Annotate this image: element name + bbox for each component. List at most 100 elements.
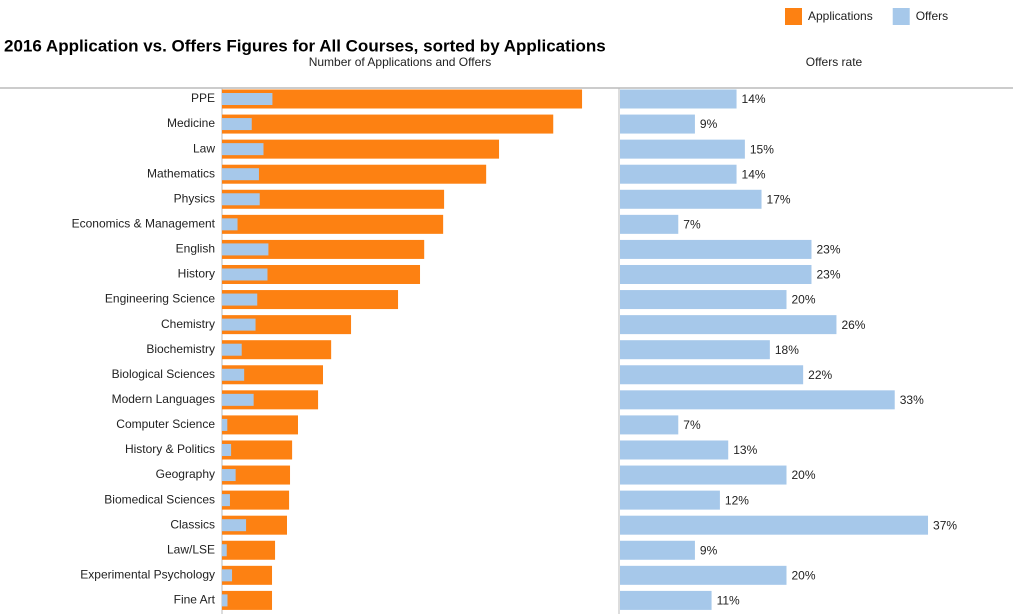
offers-bar [222, 469, 236, 482]
offers-bar [222, 594, 228, 607]
value-label: 12% [725, 493, 749, 507]
rate-bar [620, 264, 812, 284]
rate-bar [620, 114, 695, 134]
applications-bar [222, 189, 445, 209]
applications-bar [222, 114, 554, 134]
legend-label: Offers [916, 9, 948, 23]
y-tick-label: Geography [156, 467, 215, 481]
rate-bar [620, 340, 770, 360]
rate-bar [620, 365, 804, 385]
value-label: 14% [742, 92, 766, 106]
applications-bar [222, 415, 298, 435]
value-label: 7% [683, 418, 701, 432]
rate-bar [620, 189, 762, 209]
offers-bar [222, 569, 233, 582]
rate-bar [620, 465, 787, 485]
offers-bar [222, 343, 242, 356]
value-label: 20% [792, 468, 816, 482]
offers-bar [222, 368, 245, 381]
value-label: 17% [767, 192, 791, 206]
value-label: 33% [900, 393, 924, 407]
offers-bar [222, 93, 273, 105]
y-tick-label: Engineering Science [105, 292, 215, 306]
y-tick-label: Classics [170, 517, 215, 531]
rate-bar [620, 390, 895, 410]
applications-bar [222, 164, 487, 184]
applications-bar [222, 440, 293, 460]
offers-bar [222, 268, 268, 281]
applications-bar [222, 590, 273, 610]
applications-bar [222, 214, 444, 234]
offers-bar [222, 318, 256, 331]
panel-subtitle: Offers rate [806, 55, 863, 69]
applications-bar [222, 264, 421, 284]
offers-bar [222, 393, 254, 406]
rate-bar [620, 290, 787, 310]
y-tick-label: Mathematics [147, 166, 215, 180]
y-tick-label: Law [193, 141, 215, 155]
y-tick-label: Law/LSE [167, 542, 215, 556]
offers-bar [222, 519, 247, 532]
value-label: 23% [816, 268, 840, 282]
value-label: 11% [717, 594, 740, 608]
applications-bar [222, 540, 276, 560]
y-tick-label: Biological Sciences [112, 367, 215, 381]
value-label: 9% [700, 543, 718, 557]
value-label: 15% [750, 142, 774, 156]
y-tick-label: Chemistry [161, 317, 215, 331]
value-label: 37% [933, 518, 957, 532]
y-tick-label: PPE [191, 91, 215, 105]
offers-bar [222, 243, 269, 256]
y-tick-label: Computer Science [116, 417, 215, 431]
value-label: 9% [700, 117, 718, 131]
rate-bar [620, 490, 720, 510]
rate-bar [620, 590, 712, 610]
value-label: 7% [683, 218, 701, 232]
y-tick-label: Physics [174, 191, 215, 205]
applications-bar [222, 365, 324, 385]
offers-bar [222, 168, 259, 181]
y-tick-label: History [178, 267, 215, 281]
y-tick-label: Economics & Management [72, 217, 216, 231]
offers-bar [222, 544, 227, 557]
y-tick-label: English [176, 242, 215, 256]
rate-bar [620, 239, 812, 259]
y-tick-label: Biochemistry [146, 342, 215, 356]
offers-bar [222, 494, 230, 507]
applications-bar [222, 290, 399, 310]
value-label: 20% [792, 569, 816, 583]
applications-bar [222, 239, 425, 259]
y-tick-label: Fine Art [174, 593, 216, 607]
y-tick-label: Experimental Psychology [80, 568, 215, 582]
offers-bar [222, 193, 260, 206]
y-tick-label: History & Politics [125, 442, 215, 456]
value-label: 22% [808, 368, 832, 382]
rate-bar [620, 415, 679, 435]
rate-bar [620, 164, 737, 184]
chart-title: 2016 Application vs. Offers Figures for … [4, 36, 606, 55]
rate-bar [620, 515, 929, 535]
legend-swatch [785, 8, 802, 25]
applications-bar [222, 490, 290, 510]
applications-bar [222, 89, 583, 109]
offers-bar [222, 143, 264, 156]
offers-bar [222, 418, 228, 431]
value-label: 20% [792, 293, 816, 307]
rate-bar [620, 540, 695, 560]
applications-bar [222, 465, 291, 485]
value-label: 14% [742, 167, 766, 181]
rate-bar [620, 139, 745, 159]
rate-bar [620, 89, 737, 109]
legend-label: Applications [808, 9, 873, 23]
applications-bar [222, 139, 500, 159]
offers-bar [222, 443, 232, 456]
value-label: 26% [841, 318, 865, 332]
y-tick-label: Biomedical Sciences [104, 492, 215, 506]
value-label: 18% [775, 343, 799, 357]
rate-bar [620, 565, 787, 585]
legend-swatch [892, 8, 910, 25]
offers-bar [222, 218, 238, 231]
rate-bar [620, 315, 837, 335]
applications-bar [222, 340, 332, 360]
